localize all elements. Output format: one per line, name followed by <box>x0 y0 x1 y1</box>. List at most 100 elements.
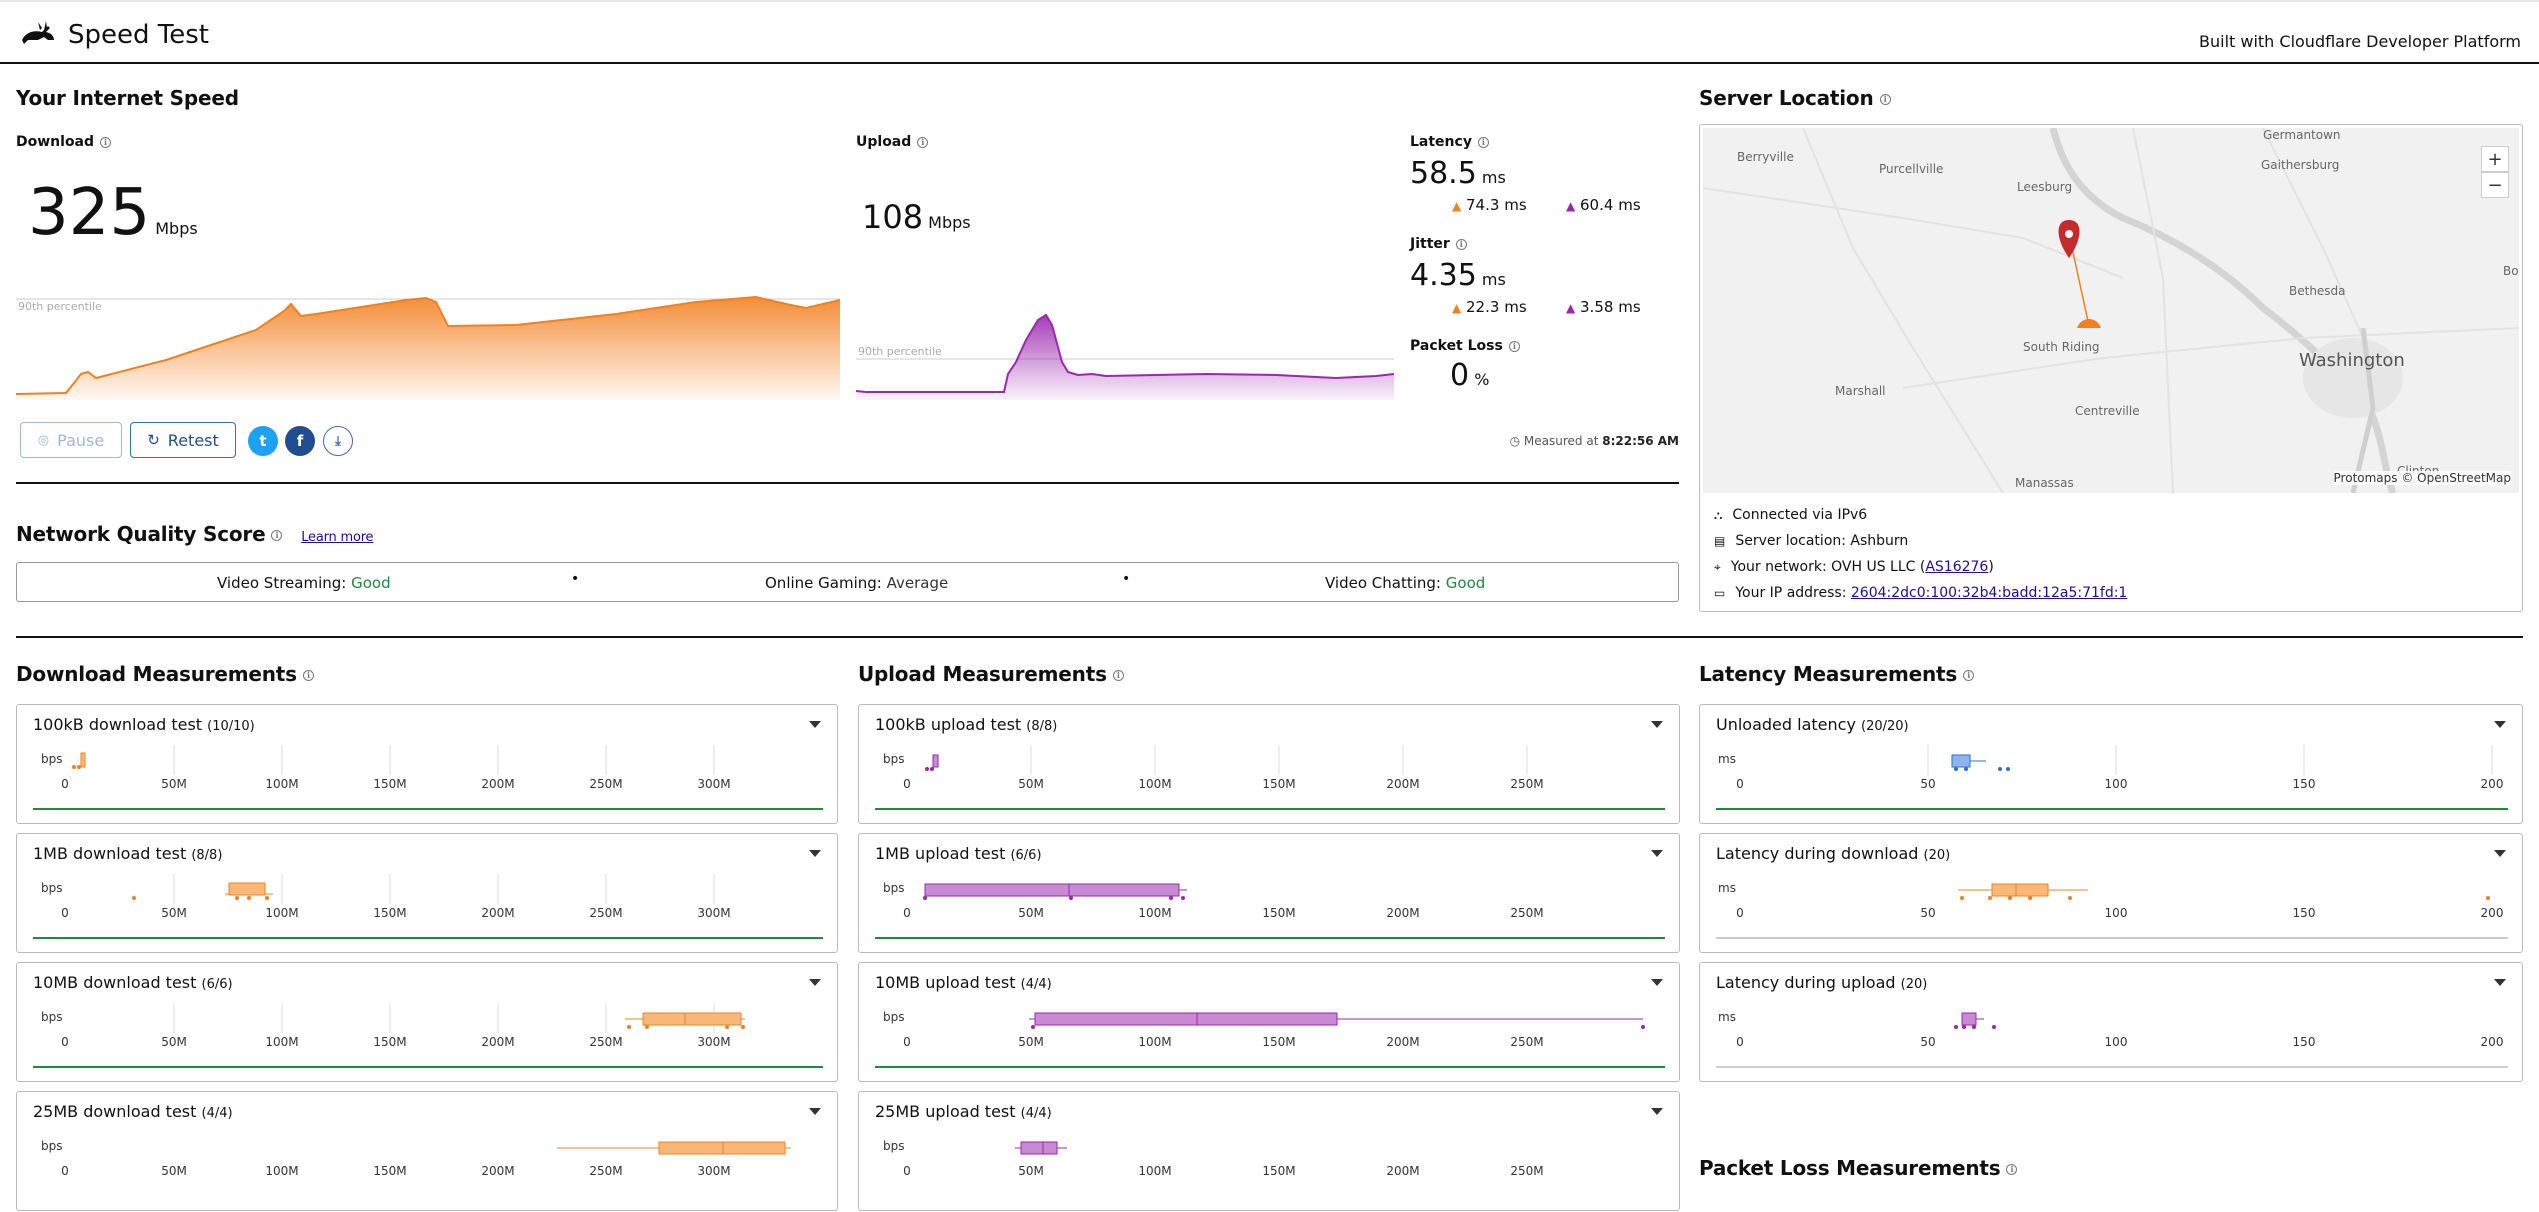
test-title: 1MB upload test (6/6) <box>875 844 1042 863</box>
svg-text:bps: bps <box>41 881 63 895</box>
download-line <box>16 295 840 395</box>
svg-text:50M: 50M <box>1018 1164 1044 1178</box>
svg-text:0: 0 <box>61 777 69 791</box>
svg-text:50: 50 <box>1920 1035 1935 1049</box>
test-title: 1MB download test (8/8) <box>33 844 223 863</box>
info-icon[interactable]: i <box>1477 136 1489 148</box>
test-card[interactable]: 10MB download test (6/6) bps 0 50M 100M 150… <box>16 962 838 1082</box>
info-icon[interactable]: i <box>2006 1164 2018 1175</box>
rabbit-logo-icon <box>22 21 54 44</box>
chevron-down-icon[interactable] <box>1651 721 1663 728</box>
svg-text:0: 0 <box>1736 906 1744 920</box>
boxplot: ms 0 50 100 150 200 <box>1716 745 2508 810</box>
ip-row: ▭ Your IP address: 2604:2dc0:100:32b4:bad… <box>1714 585 2128 601</box>
svg-text:ms: ms <box>1718 881 1736 895</box>
test-card[interactable]: 25MB download test (4/4) bps 0 50M 100M 150… <box>16 1091 838 1211</box>
test-card[interactable]: 100kB download test (10/10) bps 0 50M 100M… <box>16 704 838 824</box>
info-icon[interactable]: i <box>302 670 314 681</box>
chevron-down-icon[interactable] <box>2494 979 2506 986</box>
download-results-icon[interactable]: ⤓ <box>323 426 353 456</box>
download-value: 325 Mbps <box>28 176 198 250</box>
svg-text:250M: 250M <box>1510 1164 1543 1178</box>
test-card[interactable]: 1MB upload test (6/6) bps 0 50M 100M 150M 20… <box>858 833 1680 953</box>
test-card[interactable]: Latency during download (20) ms 0 50 100 15… <box>1699 833 2523 953</box>
latency-download: ▲ 74.3 ms <box>1452 196 1527 214</box>
percentile-label: 90th percentile <box>18 300 102 313</box>
upload-measurements-title: Upload Measurements i <box>858 662 1124 686</box>
as-number-link[interactable]: AS16276 <box>1925 559 1989 575</box>
info-icon[interactable]: i <box>917 136 929 148</box>
facebook-share-icon[interactable]: f <box>285 426 315 456</box>
svg-text:ms: ms <box>1718 1010 1736 1024</box>
svg-text:150: 150 <box>2293 777 2316 791</box>
svg-text:0: 0 <box>903 1164 911 1178</box>
latency-label: Latency i <box>1410 134 1489 150</box>
server-location-card: Berryville Purcellville Leesburg Germant… <box>1699 124 2523 612</box>
svg-text:50: 50 <box>1920 906 1935 920</box>
chevron-down-icon[interactable] <box>809 979 821 986</box>
svg-text:300M: 300M <box>697 777 730 791</box>
chevron-down-icon[interactable] <box>1651 850 1663 857</box>
test-title: 10MB download test (6/6) <box>33 973 233 992</box>
server-location-title: Server Location i <box>1699 86 1891 110</box>
boxplot: bps 0 50M 100M 150M 200M 250M <box>875 881 1665 939</box>
info-icon[interactable]: i <box>1508 340 1520 352</box>
divider <box>16 482 1679 484</box>
svg-text:bps: bps <box>883 752 905 766</box>
test-card[interactable]: 1MB download test (8/8) bps 0 50M 100M 150M… <box>16 833 838 953</box>
test-card[interactable]: 100kB upload test (8/8) bps 0 50M 100M 150M… <box>858 704 1680 824</box>
latency-measurements-title: Latency Measurements i <box>1699 662 1975 686</box>
info-icon[interactable]: i <box>1455 238 1467 250</box>
server-map[interactable]: Berryville Purcellville Leesburg Germant… <box>1703 128 2519 493</box>
zoom-in-button[interactable]: + <box>2481 146 2509 172</box>
test-card[interactable]: Unloaded latency (20/20) ms 0 50 100 150 200 <box>1699 704 2523 824</box>
boxplot: ms 0 50 100 150 200 <box>1716 1010 2508 1068</box>
chevron-down-icon[interactable] <box>809 1108 821 1115</box>
upload-label: Upload i <box>856 134 929 150</box>
svg-text:0: 0 <box>1736 777 1744 791</box>
packet-loss-label: Packet Loss i <box>1410 338 1520 354</box>
upload-speed-chart: 90th percentile <box>856 313 1394 400</box>
test-card[interactable]: 10MB upload test (4/4) bps 0 50M 100M 150M 2… <box>858 962 1680 1082</box>
retest-button[interactable]: ↻ Retest <box>130 422 236 458</box>
separator-dot: • <box>1122 571 1131 587</box>
server-icon: ▤ <box>1714 534 1726 548</box>
info-icon[interactable]: i <box>1963 670 1975 681</box>
chevron-down-icon[interactable] <box>1651 1108 1663 1115</box>
chevron-down-icon[interactable] <box>2494 850 2506 857</box>
svg-text:bps: bps <box>883 1010 905 1024</box>
upload-person-icon: ▲ <box>1566 199 1576 213</box>
window-icon: ▭ <box>1714 586 1726 600</box>
zoom-out-button[interactable]: − <box>2481 172 2509 198</box>
refresh-icon: ↻ <box>147 431 160 449</box>
clock-icon: ◷ <box>1509 434 1521 448</box>
ip-address-link[interactable]: 2604:2dc0:100:32b4:badd:12a5:71fd:1 <box>1850 585 2128 601</box>
chevron-down-icon[interactable] <box>2494 721 2506 728</box>
svg-text:100M: 100M <box>265 1035 298 1049</box>
info-icon[interactable]: i <box>1112 670 1124 681</box>
learn-more-link[interactable]: Learn more <box>301 530 374 545</box>
map-place: Washington <box>2299 350 2405 371</box>
svg-text:100M: 100M <box>1138 906 1171 920</box>
svg-text:250M: 250M <box>1510 1035 1543 1049</box>
chevron-down-icon[interactable] <box>809 721 821 728</box>
svg-text:50M: 50M <box>1018 906 1044 920</box>
chevron-down-icon[interactable] <box>809 850 821 857</box>
test-title: 10MB upload test (4/4) <box>875 973 1052 992</box>
pause-button[interactable]: ◎ Pause <box>20 422 122 458</box>
chevron-down-icon[interactable] <box>1651 979 1663 986</box>
percentile-label: 90th percentile <box>858 345 942 358</box>
video-chatting-score: Video Chatting: Good <box>1325 574 1486 592</box>
svg-text:200M: 200M <box>1386 1164 1419 1178</box>
upload-area <box>856 315 1394 400</box>
twitter-share-icon[interactable]: t <box>248 426 278 456</box>
info-icon[interactable]: i <box>271 530 283 541</box>
test-card[interactable]: Latency during upload (20) ms 0 50 100 150 2… <box>1699 962 2523 1082</box>
map-roads <box>1703 128 2519 493</box>
test-card[interactable]: 25MB upload test (4/4) bps 0 50M 100M 150M 2… <box>858 1091 1680 1211</box>
svg-text:150M: 150M <box>1262 1035 1295 1049</box>
jitter-label: Jitter i <box>1410 236 1467 252</box>
info-icon[interactable]: i <box>1879 94 1891 105</box>
info-icon[interactable]: i <box>100 136 112 148</box>
map-place: Purcellville <box>1879 162 1944 176</box>
